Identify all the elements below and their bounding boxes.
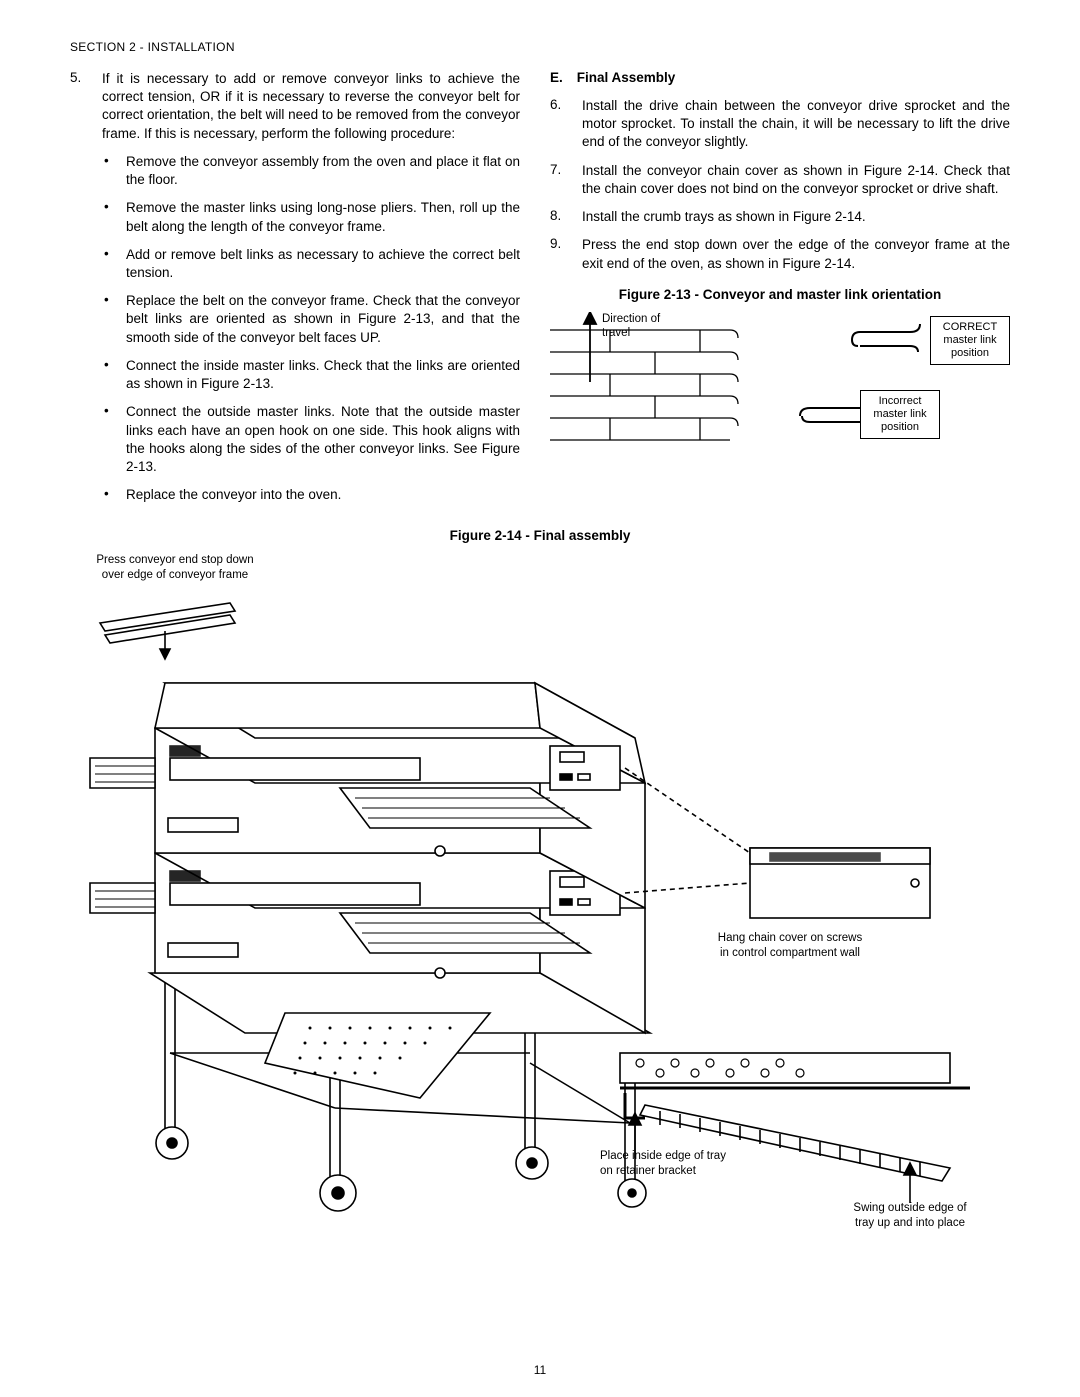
step-text: If it is necessary to add or remove conv… [102, 70, 520, 143]
step-8: 8. Install the crumb trays as shown in Fi… [550, 208, 1010, 226]
step-5: 5. If it is necessary to add or remove c… [70, 70, 520, 143]
step-number: 9. [550, 236, 568, 272]
two-column-layout: 5. If it is necessary to add or remove c… [70, 70, 1010, 514]
step-number: 8. [550, 208, 568, 226]
bullet-item: •Replace the belt on the conveyor frame.… [104, 292, 520, 347]
bullet-text: Connect the outside master links. Note t… [126, 403, 520, 476]
bullet-text: Add or remove belt links as necessary to… [126, 246, 520, 282]
figure-2-14-caption: Figure 2-14 - Final assembly [70, 528, 1010, 543]
tray-swing-annotation: Swing outside edge of tray up and into p… [850, 1201, 970, 1230]
bullet-list: • Remove the conveyor assembly from the o… [104, 153, 520, 505]
direction-label: Direction of travel [602, 312, 672, 341]
step-text: Install the conveyor chain cover as show… [582, 162, 1010, 198]
bullet-text: Remove the conveyor assembly from the ov… [126, 153, 520, 189]
bullet-dot: • [104, 246, 114, 282]
tray-inside-annotation: Place inside edge of tray on retainer br… [600, 1149, 730, 1178]
figure-2-14: Press conveyor end stop down over edge o… [70, 553, 1010, 1233]
step-9: 9. Press the end stop down over the edge … [550, 236, 1010, 272]
bullet-dot: • [104, 357, 114, 393]
step-number: 7. [550, 162, 568, 198]
step-number: 5. [70, 70, 88, 143]
oven-assembly-diagram [70, 553, 1010, 1233]
subsection-heading: E. Final Assembly [550, 70, 1010, 85]
right-column: E. Final Assembly 6. Install the drive ch… [550, 70, 1010, 514]
bullet-text: Remove the master links using long-nose … [126, 199, 520, 235]
page-number: 11 [0, 1363, 1080, 1377]
section-header: SECTION 2 - INSTALLATION [70, 40, 1010, 54]
bullet-item: • Replace the conveyor into the oven. [104, 486, 520, 504]
subsection-letter: E. [550, 70, 563, 85]
figure-2-13: Direction of travel CORRECT master link … [550, 312, 1010, 452]
bullet-text: Connect the inside master links. Check t… [126, 357, 520, 393]
bullet-item: • Remove the conveyor assembly from the o… [104, 153, 520, 189]
bullet-item: • Add or remove belt links as necessary t… [104, 246, 520, 282]
bullet-item: •Connect the outside master links. Note … [104, 403, 520, 476]
step-6: 6. Install the drive chain between the co… [550, 97, 1010, 152]
correct-link-label: CORRECT master link position [930, 316, 1010, 366]
bullet-item: • Connect the inside master links. Check … [104, 357, 520, 393]
bullet-text: Replace the conveyor into the oven. [126, 486, 520, 504]
step-7: 7. Install the conveyor chain cover as sh… [550, 162, 1010, 198]
incorrect-link-label: Incorrect master link position [860, 390, 940, 440]
bullet-dot: • [104, 292, 114, 347]
bullet-dot: • [104, 199, 114, 235]
subsection-title: Final Assembly [577, 70, 676, 85]
step-text: Install the drive chain between the conv… [582, 97, 1010, 152]
bullet-text: Replace the belt on the conveyor frame. … [126, 292, 520, 347]
bullet-dot: • [104, 403, 114, 476]
figure-2-13-caption: Figure 2-13 - Conveyor and master link o… [550, 287, 1010, 302]
bullet-item: • Remove the master links using long-nose… [104, 199, 520, 235]
bullet-dot: • [104, 486, 114, 504]
chain-cover-annotation: Hang chain cover on screws in control co… [715, 931, 865, 960]
step-text: Press the end stop down over the edge of… [582, 236, 1010, 272]
left-column: 5. If it is necessary to add or remove c… [70, 70, 520, 514]
bullet-dot: • [104, 153, 114, 189]
step-number: 6. [550, 97, 568, 152]
step-text: Install the crumb trays as shown in Figu… [582, 208, 1010, 226]
